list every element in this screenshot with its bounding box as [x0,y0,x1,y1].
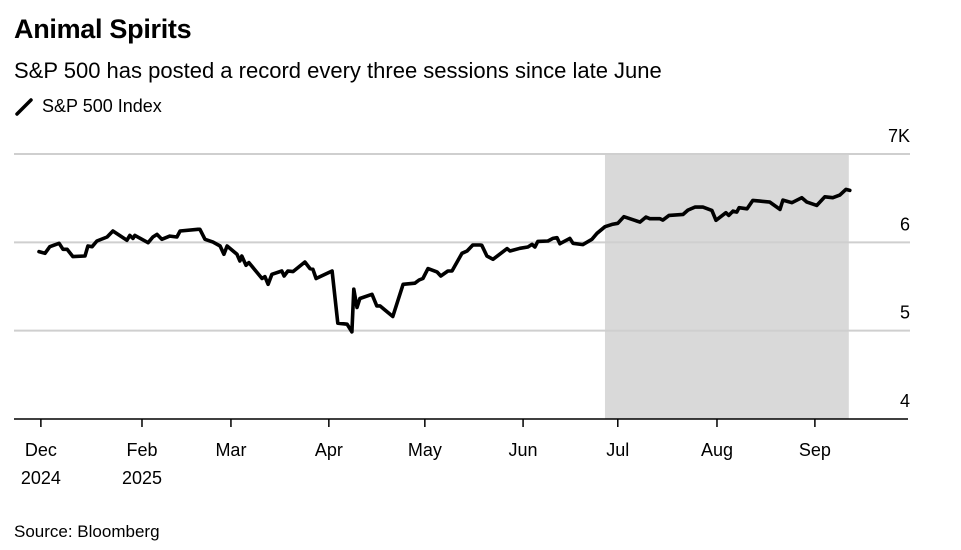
y-tick-label: 6 [900,214,910,234]
x-tick-label: Sep [799,440,831,460]
x-tick-label: Jul [606,440,629,460]
x-tick-label: Jun [509,440,538,460]
shaded-region [604,154,849,419]
x-tick-year-label: 2024 [21,468,61,488]
x-tick-label: Feb [126,440,157,460]
y-tick-label: 5 [900,303,910,323]
x-tick-year-label: 2025 [122,468,162,488]
x-tick-label: Mar [215,440,246,460]
source-note: Source: Bloomberg [14,522,160,541]
chart-subtitle: S&P 500 has posted a record every three … [14,58,662,83]
legend: S&P 500 Index [14,96,162,117]
x-tick-label: May [408,440,442,460]
y-tick-label: 7K [888,126,910,146]
legend-line-icon [15,97,33,116]
series-line-sp500 [37,187,852,334]
y-tick-label: 4 [900,391,910,411]
chart-title: Animal Spirits [14,14,192,44]
x-tick-label: Apr [315,440,343,460]
legend-label: S&P 500 Index [42,96,162,116]
x-tick-label: Aug [701,440,733,460]
x-tick-label: Dec [25,440,57,460]
